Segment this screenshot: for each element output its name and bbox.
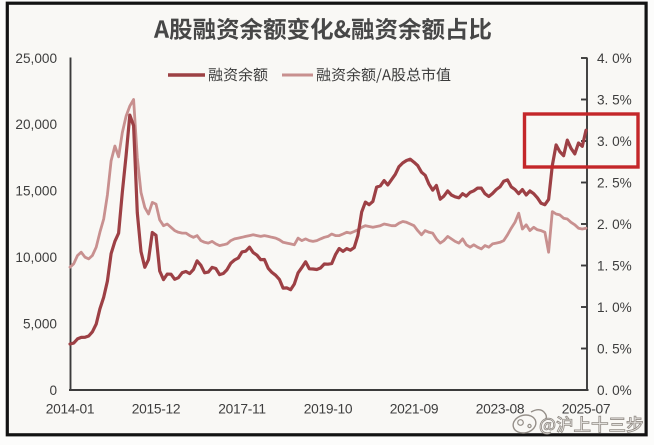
svg-text:2019-10: 2019-10 (304, 402, 353, 417)
svg-text:4. 0%: 4. 0% (597, 51, 632, 66)
svg-text:2014-01: 2014-01 (46, 402, 95, 417)
svg-text:2021-09: 2021-09 (390, 402, 439, 417)
svg-text:10,000: 10,000 (15, 250, 57, 265)
svg-text:2015-12: 2015-12 (132, 402, 181, 417)
svg-text:5,000: 5,000 (23, 316, 57, 331)
svg-text:0. 0%: 0. 0% (597, 383, 632, 398)
svg-text:2. 0%: 2. 0% (597, 217, 632, 232)
svg-text:25,000: 25,000 (15, 51, 57, 66)
svg-text:2. 5%: 2. 5% (597, 175, 632, 190)
svg-text:20,000: 20,000 (15, 117, 57, 132)
svg-text:2025-07: 2025-07 (562, 402, 611, 417)
svg-text:3. 0%: 3. 0% (597, 134, 632, 149)
svg-text:1. 0%: 1. 0% (597, 300, 632, 315)
svg-text:2023-08: 2023-08 (476, 402, 525, 417)
svg-text:3. 5%: 3. 5% (597, 92, 632, 107)
svg-text:0. 5%: 0. 5% (597, 341, 632, 356)
svg-text:1. 5%: 1. 5% (597, 258, 632, 273)
svg-text:15,000: 15,000 (15, 184, 57, 199)
svg-text:2017-11: 2017-11 (218, 402, 266, 417)
svg-text:0: 0 (49, 383, 57, 398)
